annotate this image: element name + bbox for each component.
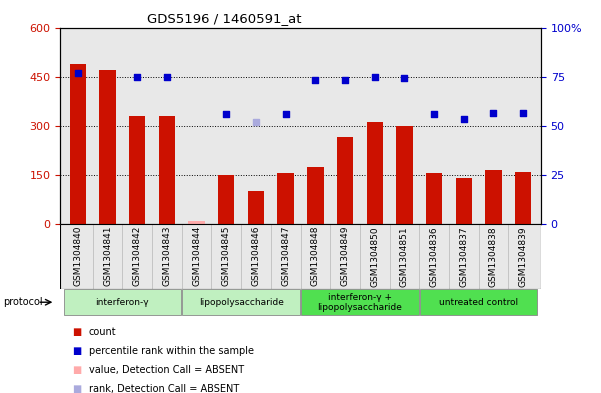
- Text: percentile rank within the sample: percentile rank within the sample: [89, 346, 254, 356]
- FancyBboxPatch shape: [420, 289, 537, 315]
- FancyBboxPatch shape: [182, 289, 300, 315]
- Text: GSM1304846: GSM1304846: [251, 226, 260, 286]
- Text: GSM1304843: GSM1304843: [162, 226, 171, 286]
- Text: rank, Detection Call = ABSENT: rank, Detection Call = ABSENT: [89, 384, 239, 393]
- Text: interferon-γ: interferon-γ: [96, 298, 149, 307]
- Text: protocol: protocol: [3, 297, 43, 307]
- Text: ■: ■: [72, 365, 81, 375]
- Text: GSM1304837: GSM1304837: [459, 226, 468, 286]
- Bar: [93, 224, 123, 289]
- Point: [311, 77, 320, 83]
- Text: GDS5196 / 1460591_at: GDS5196 / 1460591_at: [147, 12, 301, 25]
- Text: GSM1304845: GSM1304845: [222, 226, 231, 286]
- Bar: [330, 224, 360, 289]
- Bar: [212, 224, 241, 289]
- Point: [222, 111, 231, 118]
- Bar: [248, 191, 264, 224]
- Bar: [182, 224, 212, 289]
- Bar: [396, 126, 412, 224]
- Text: GSM1304836: GSM1304836: [430, 226, 439, 286]
- Point: [489, 110, 498, 116]
- FancyBboxPatch shape: [301, 289, 419, 315]
- Point: [459, 116, 469, 122]
- Point: [281, 111, 290, 118]
- Point: [73, 70, 83, 77]
- Point: [429, 111, 439, 118]
- Text: GSM1304842: GSM1304842: [133, 226, 142, 286]
- Bar: [300, 224, 330, 289]
- Bar: [278, 173, 294, 224]
- Bar: [307, 167, 323, 224]
- Text: GSM1304838: GSM1304838: [489, 226, 498, 286]
- Text: GSM1304839: GSM1304839: [519, 226, 528, 286]
- Bar: [129, 116, 145, 224]
- Text: count: count: [89, 327, 117, 338]
- Bar: [419, 224, 449, 289]
- Point: [400, 75, 409, 81]
- Point: [162, 73, 172, 80]
- Text: ■: ■: [72, 384, 81, 393]
- Bar: [189, 221, 205, 224]
- Text: lipopolysaccharide: lipopolysaccharide: [199, 298, 284, 307]
- Bar: [389, 224, 419, 289]
- Text: GSM1304851: GSM1304851: [400, 226, 409, 286]
- Bar: [360, 224, 389, 289]
- Bar: [456, 178, 472, 224]
- Bar: [337, 137, 353, 224]
- Text: GSM1304847: GSM1304847: [281, 226, 290, 286]
- Text: GSM1304840: GSM1304840: [73, 226, 82, 286]
- Bar: [515, 172, 531, 224]
- Bar: [99, 70, 116, 224]
- Text: GSM1304850: GSM1304850: [370, 226, 379, 286]
- FancyBboxPatch shape: [64, 289, 181, 315]
- Point: [370, 73, 379, 80]
- Bar: [271, 224, 300, 289]
- Bar: [426, 173, 442, 224]
- Bar: [70, 64, 86, 224]
- Text: ■: ■: [72, 327, 81, 338]
- Text: untreated control: untreated control: [439, 298, 518, 307]
- Bar: [478, 224, 508, 289]
- Text: GSM1304848: GSM1304848: [311, 226, 320, 286]
- Bar: [367, 123, 383, 224]
- Text: GSM1304849: GSM1304849: [341, 226, 350, 286]
- Point: [132, 73, 142, 80]
- Text: interferon-γ +
lipopolysaccharide: interferon-γ + lipopolysaccharide: [317, 292, 402, 312]
- Point: [518, 110, 528, 116]
- Bar: [241, 224, 271, 289]
- Bar: [508, 224, 538, 289]
- Text: GSM1304844: GSM1304844: [192, 226, 201, 286]
- Bar: [123, 224, 152, 289]
- Point: [251, 119, 261, 126]
- Bar: [485, 170, 502, 224]
- Text: GSM1304841: GSM1304841: [103, 226, 112, 286]
- Bar: [63, 224, 93, 289]
- Text: value, Detection Call = ABSENT: value, Detection Call = ABSENT: [89, 365, 244, 375]
- Point: [340, 77, 350, 83]
- Text: ■: ■: [72, 346, 81, 356]
- Bar: [218, 175, 234, 224]
- Bar: [159, 116, 175, 224]
- Bar: [152, 224, 182, 289]
- Bar: [449, 224, 478, 289]
